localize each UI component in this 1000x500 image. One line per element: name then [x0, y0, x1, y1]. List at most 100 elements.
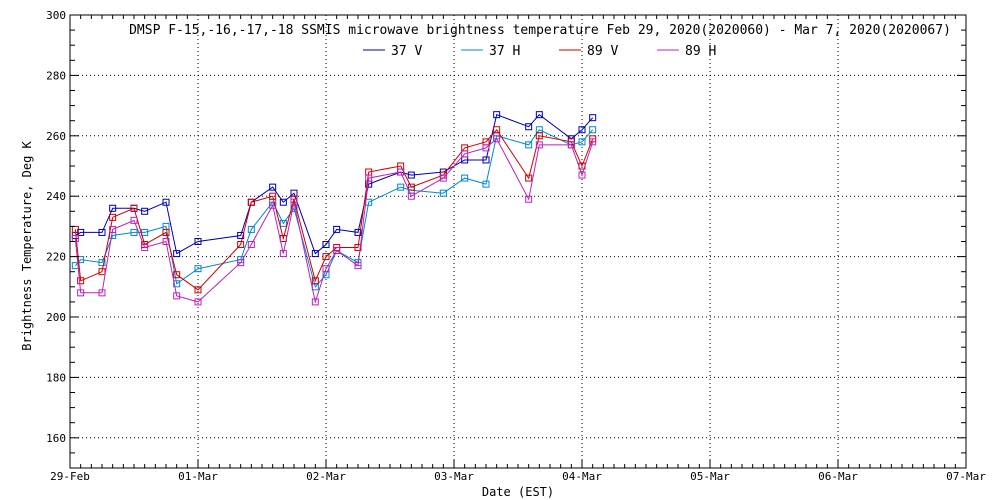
grid: [70, 15, 966, 468]
data-point: [269, 183, 277, 191]
data-point: [77, 289, 85, 297]
series-37-v: [71, 111, 597, 258]
data-point: [141, 228, 149, 236]
data-point: [407, 183, 415, 191]
data-point: [407, 192, 415, 200]
legend-label: 37 V: [391, 44, 422, 59]
data-point: [578, 126, 586, 134]
data-point: [311, 250, 319, 258]
data-point: [407, 171, 415, 179]
data-point: [525, 174, 533, 182]
data-point: [71, 225, 79, 233]
data-point: [98, 259, 106, 267]
x-tick-label: 02-Mar: [306, 470, 346, 483]
data-point: [578, 171, 586, 179]
data-point: [397, 183, 405, 191]
data-point: [173, 280, 181, 288]
data-point: [77, 277, 85, 285]
x-tick-label: 05-Mar: [690, 470, 730, 483]
y-tick-label: 300: [46, 9, 66, 22]
data-point: [194, 298, 202, 306]
legend-label: 89 V: [587, 44, 618, 59]
axes: 29-Feb 01-Mar 02-Mar 03-Mar 04-Mar 05-Mar 06-M…: [46, 9, 986, 483]
data-point: [141, 207, 149, 215]
series-89-v: [71, 126, 597, 294]
data-point: [290, 198, 298, 206]
x-tick-label: 06-Mar: [818, 470, 858, 483]
x-tick-label: 04-Mar: [562, 470, 602, 483]
data-point: [589, 138, 597, 146]
data-point: [109, 225, 117, 233]
data-point: [322, 265, 330, 273]
data-point: [247, 225, 255, 233]
data-point: [493, 126, 501, 134]
data-point: [279, 250, 287, 258]
data-point: [279, 219, 287, 227]
x-tick-label: 29-Feb: [50, 470, 90, 483]
series-line: [74, 128, 594, 291]
data-point: [311, 298, 319, 306]
legend-label: 37 H: [489, 44, 520, 59]
data-point: [482, 180, 490, 188]
data-point: [439, 174, 447, 182]
data-point: [194, 286, 202, 294]
data-point: [130, 204, 138, 212]
data-point: [525, 195, 533, 203]
data-point: [247, 198, 255, 206]
chart-title: DMSP F-15,-16,-17,-18 SSMIS microwave br…: [129, 23, 951, 38]
data-point: [98, 289, 106, 297]
data-point: [311, 277, 319, 285]
data-point: [141, 244, 149, 252]
x-tick-label: 07-Mar: [946, 470, 986, 483]
data-point: [71, 234, 79, 242]
data-point: [194, 238, 202, 245]
data-point: [333, 247, 341, 255]
y-tick-label: 220: [46, 251, 66, 264]
y-tick-label: 260: [46, 130, 66, 143]
data-point: [279, 198, 287, 206]
y-tick-label: 240: [46, 190, 66, 203]
y-tick-label: 200: [46, 311, 66, 324]
data-point: [173, 250, 181, 258]
legend-label: 89 H: [685, 44, 716, 59]
data-point: [461, 174, 469, 182]
legend: 37 V 37 H 89 V 89 H: [363, 44, 716, 59]
data-point: [354, 244, 362, 252]
data-point: [525, 141, 533, 149]
y-tick-label: 180: [46, 371, 66, 384]
y-tick-label: 280: [46, 69, 66, 82]
plot-frame: [69, 14, 967, 469]
data-point: [397, 168, 405, 176]
data-point: [535, 132, 543, 140]
data-point: [247, 241, 255, 249]
data-point: [162, 198, 170, 206]
data-point: [173, 292, 181, 300]
data-point: [109, 204, 117, 212]
data-point: [535, 141, 543, 149]
data-point: [439, 189, 447, 197]
data-point: [493, 135, 501, 143]
data-point: [237, 259, 245, 267]
series-layer: [71, 111, 597, 306]
data-point: [589, 126, 597, 134]
x-tick-label: 03-Mar: [434, 470, 474, 483]
data-point: [130, 216, 138, 224]
data-point: [162, 238, 170, 245]
x-axis-title: Date (EST): [482, 485, 554, 499]
data-point: [482, 156, 490, 164]
data-point: [589, 114, 597, 122]
x-tick-label: 01-Mar: [178, 470, 218, 483]
data-point: [269, 192, 277, 200]
data-point: [461, 150, 469, 158]
data-point: [333, 225, 341, 233]
data-point: [173, 271, 181, 279]
data-point: [237, 231, 245, 239]
data-point: [98, 268, 106, 276]
data-point: [322, 253, 330, 261]
data-point: [493, 111, 501, 119]
y-axis-title: Brightness Temperature, Deg K: [20, 140, 34, 350]
data-point: [162, 228, 170, 236]
data-point: [535, 111, 543, 119]
series-line: [74, 138, 594, 304]
